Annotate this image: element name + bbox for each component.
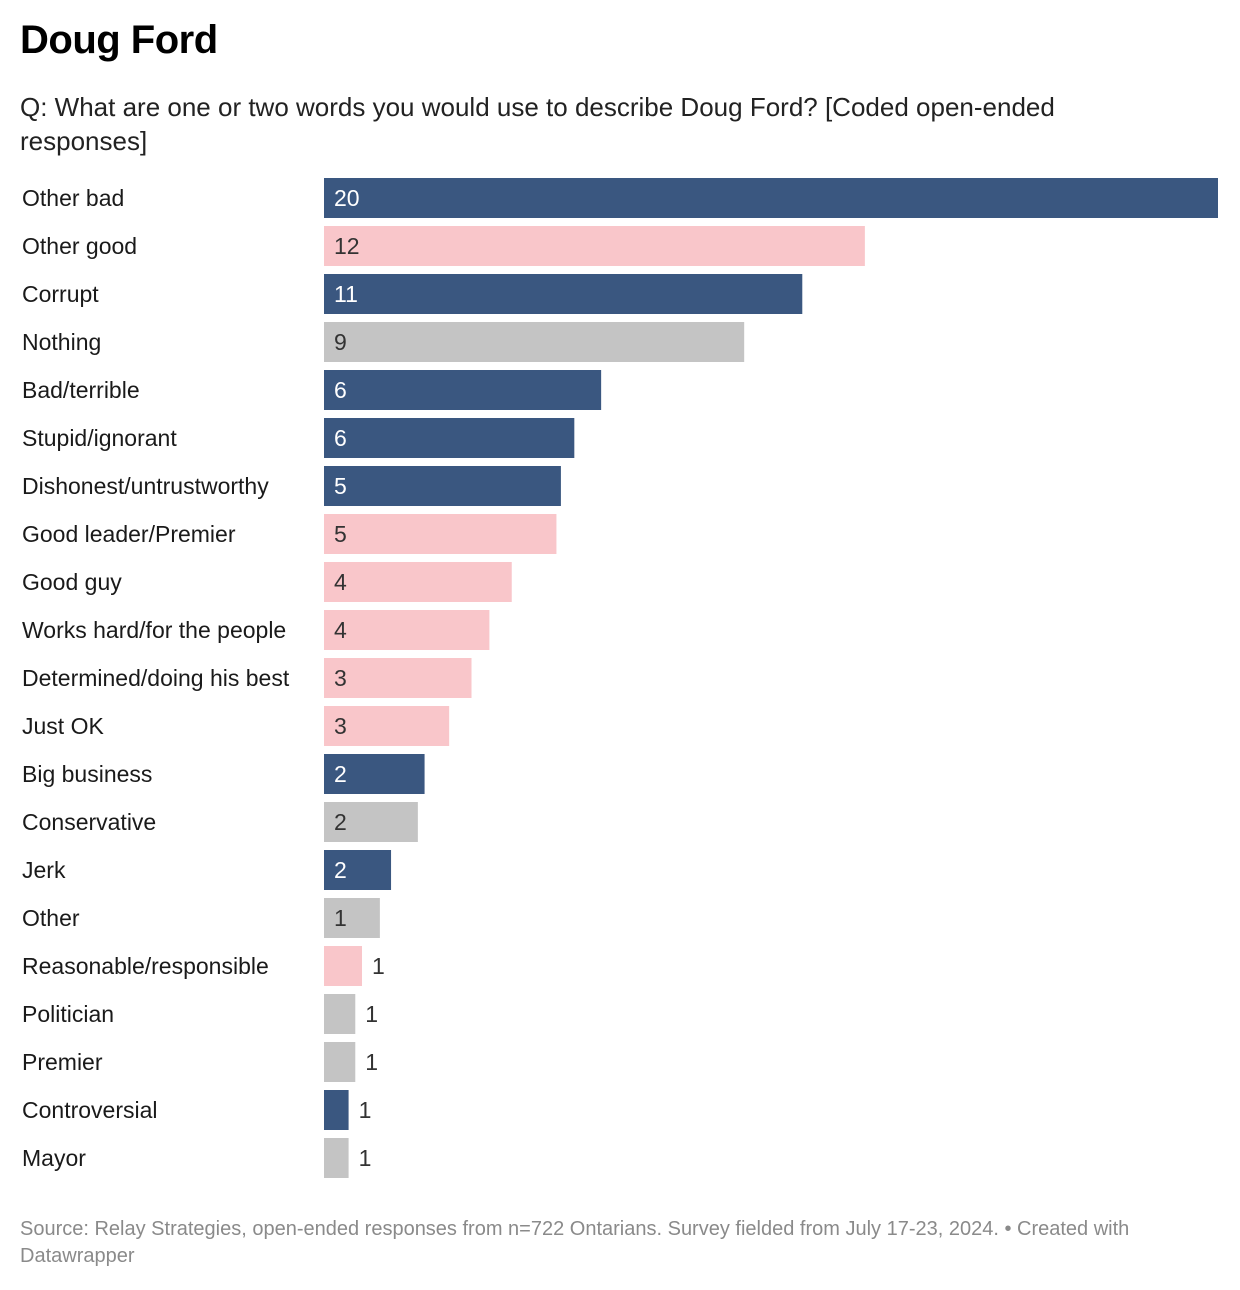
bar-row-good-leader-premier: Good leader/Premier 5	[22, 514, 557, 554]
chart-footer: Source: Relay Strategies, open-ended res…	[20, 1216, 1200, 1270]
bar-works-hard-for-the-people	[324, 610, 490, 650]
bar-other-good	[324, 226, 865, 266]
bar-row-stupid-ignorant: Stupid/ignorant 6	[22, 418, 575, 458]
value-label: 12	[334, 233, 360, 259]
bar-row-conservative: Conservative 2	[22, 802, 418, 842]
value-label: 11	[334, 281, 358, 307]
value-label: 5	[334, 521, 347, 547]
bar-row-reasonable-responsible: Reasonable/responsible 1	[22, 946, 385, 986]
value-label: 1	[365, 1001, 378, 1027]
bar-stupid-ignorant	[324, 418, 575, 458]
chart-title: Doug Ford	[20, 18, 218, 62]
bar-row-other-good: Other good 12	[22, 226, 865, 266]
value-label: 3	[334, 665, 347, 691]
bar-mayor	[324, 1138, 349, 1178]
bar-jerk	[324, 850, 392, 890]
value-label: 4	[334, 617, 347, 643]
bar-row-other-bad: Other bad 20	[22, 178, 1218, 218]
category-label: Corrupt	[22, 281, 99, 307]
bar-row-politician: Politician 1	[22, 994, 378, 1034]
value-label: 1	[372, 953, 385, 979]
category-label: Big business	[22, 761, 152, 787]
bar-politician	[324, 994, 356, 1034]
value-label: 5	[334, 473, 347, 499]
bar-other-bad	[324, 178, 1218, 218]
category-label: Dishonest/untrustworthy	[22, 473, 269, 499]
bar-row-works-hard-for-the-people: Works hard/for the people 4	[22, 610, 490, 650]
category-label: Works hard/for the people	[22, 617, 286, 643]
value-label: 4	[334, 569, 347, 595]
category-label: Controversial	[22, 1097, 158, 1123]
category-label: Mayor	[22, 1145, 86, 1171]
value-label: 2	[334, 809, 347, 835]
value-label: 1	[359, 1145, 372, 1171]
category-label: Jerk	[22, 857, 66, 883]
bar-row-controversial: Controversial 1	[22, 1090, 371, 1130]
bar-dishonest-untrustworthy	[324, 466, 561, 506]
value-label: 6	[334, 377, 347, 403]
category-label: Other	[22, 905, 80, 931]
bar-row-premier: Premier 1	[22, 1042, 378, 1082]
footer-separator: •	[998, 1218, 1018, 1240]
category-label: Just OK	[22, 713, 104, 739]
category-label: Reasonable/responsible	[22, 953, 269, 979]
bar-row-nothing: Nothing 9	[22, 322, 745, 362]
value-label: 2	[334, 761, 347, 787]
bar-row-just-ok: Just OK 3	[22, 706, 450, 746]
category-label: Other bad	[22, 185, 124, 211]
category-label: Determined/doing his best	[22, 665, 290, 691]
bar-controversial	[324, 1090, 349, 1130]
value-label: 1	[334, 905, 347, 931]
category-label: Politician	[22, 1001, 114, 1027]
bar-good-guy	[324, 562, 512, 602]
source-note: Source: Relay Strategies, open-ended res…	[20, 1218, 999, 1240]
bar-row-corrupt: Corrupt 11	[22, 274, 803, 314]
bar-bad-terrible	[324, 370, 602, 410]
category-label: Premier	[22, 1049, 103, 1075]
bar-row-good-guy: Good guy 4	[22, 562, 512, 602]
value-label: 9	[334, 329, 347, 355]
category-label: Nothing	[22, 329, 101, 355]
bar-row-jerk: Jerk 2	[22, 850, 392, 890]
bar-good-leader-premier	[324, 514, 557, 554]
category-label: Good guy	[22, 569, 122, 595]
bar-other	[324, 898, 380, 938]
bar-premier	[324, 1042, 356, 1082]
bar-just-ok	[324, 706, 450, 746]
value-label: 2	[334, 857, 347, 883]
bar-big-business	[324, 754, 425, 794]
category-label: Other good	[22, 233, 137, 259]
bar-nothing	[324, 322, 745, 362]
bar-determined-doing-his-best	[324, 658, 472, 698]
category-label: Bad/terrible	[22, 377, 140, 403]
value-label: 3	[334, 713, 347, 739]
bar-row-other: Other 1	[22, 898, 380, 938]
value-label: 6	[334, 425, 347, 451]
value-label: 1	[359, 1097, 372, 1123]
bar-reasonable-responsible	[324, 946, 362, 986]
bar-row-big-business: Big business 2	[22, 754, 425, 794]
bar-row-dishonest-untrustworthy: Dishonest/untrustworthy 5	[22, 466, 561, 506]
chart-subtitle: Q: What are one or two words you would u…	[20, 92, 1055, 156]
bar-row-determined-doing-his-best: Determined/doing his best 3	[22, 658, 472, 698]
bar-row-bad-terrible: Bad/terrible 6	[22, 370, 602, 410]
bar-conservative	[324, 802, 418, 842]
category-label: Stupid/ignorant	[22, 425, 177, 451]
datawrapper-credit: Created with Datawrapper	[20, 1218, 1130, 1267]
category-label: Good leader/Premier	[22, 521, 236, 547]
value-label: 20	[334, 185, 360, 211]
value-label: 1	[365, 1049, 378, 1075]
category-label: Conservative	[22, 809, 156, 835]
bar-corrupt	[324, 274, 803, 314]
bar-row-mayor: Mayor 1	[22, 1138, 371, 1178]
